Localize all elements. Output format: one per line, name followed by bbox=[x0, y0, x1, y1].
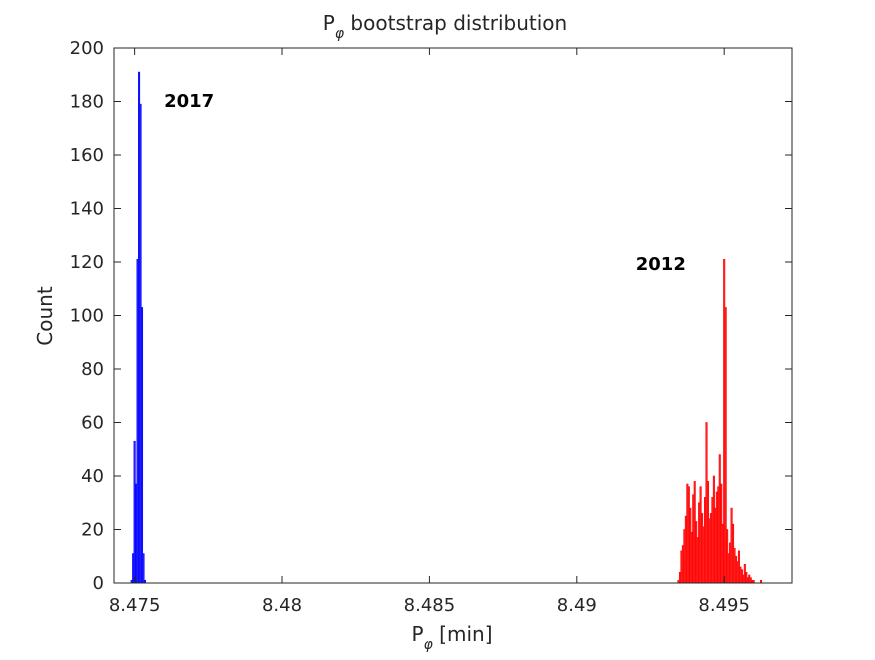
chart-title-subscript: φ bbox=[335, 26, 345, 42]
bar-2017-7 bbox=[140, 307, 144, 584]
bar-2017-8 bbox=[142, 553, 145, 584]
chart-title: Pφ bootstrap distribution bbox=[323, 11, 567, 42]
annotation-2017: 2017 bbox=[164, 91, 214, 112]
x-tick-label: 8.495 bbox=[698, 595, 750, 616]
x-tick-label: 8.475 bbox=[109, 595, 161, 616]
y-axis-label: Count bbox=[33, 286, 57, 346]
x-axis-label-main: P bbox=[412, 622, 424, 646]
chart-title-rest: bootstrap distribution bbox=[344, 11, 567, 35]
y-tick-label: 80 bbox=[81, 359, 104, 380]
y-tick-label: 20 bbox=[81, 520, 104, 541]
x-axis-label-subscript: φ bbox=[424, 637, 434, 653]
ticks-layer: 0 20 40 60 80 100 120 140 160 180 200 8.475 8.48 8.48… bbox=[70, 38, 792, 616]
y-tick-label: 180 bbox=[70, 92, 104, 113]
axes-box bbox=[113, 47, 793, 584]
x-tick-label: 8.485 bbox=[404, 595, 456, 616]
x-tick-label: 8.48 bbox=[262, 595, 302, 616]
y-tick-label: 120 bbox=[70, 252, 104, 273]
y-tick-label: 140 bbox=[70, 199, 104, 220]
chart-title-main: P bbox=[323, 11, 335, 35]
annotations-layer: 2017 2012 bbox=[164, 91, 686, 275]
y-tick-label: 200 bbox=[70, 38, 104, 59]
y-tick-label: 100 bbox=[70, 306, 104, 327]
x-tick-label: 8.49 bbox=[557, 595, 597, 616]
y-tick-label: 160 bbox=[70, 145, 104, 166]
y-tick-label: 0 bbox=[93, 573, 104, 594]
plot-area bbox=[114, 48, 792, 583]
annotation-2012: 2012 bbox=[636, 254, 686, 275]
x-axis-label: Pφ [min] bbox=[412, 622, 493, 653]
y-tick-label: 40 bbox=[81, 466, 104, 487]
bars-layer bbox=[130, 71, 763, 584]
x-axis-label-rest: [min] bbox=[433, 622, 493, 646]
y-tick-label: 60 bbox=[81, 413, 104, 434]
